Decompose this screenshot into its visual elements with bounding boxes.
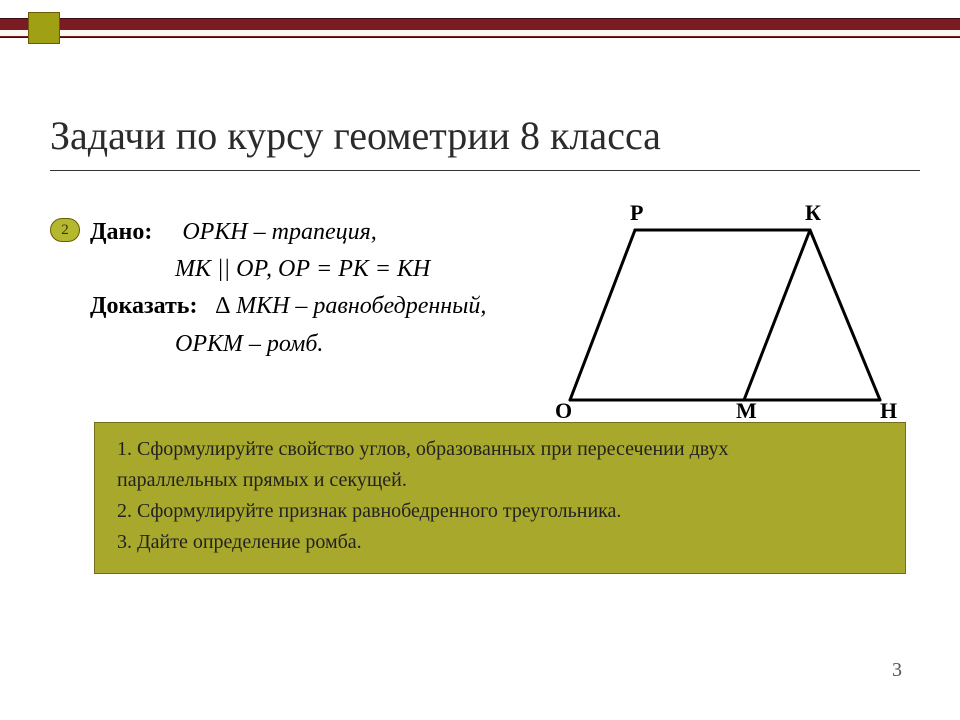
trapezoid-diagram: Р К О М Н	[540, 200, 920, 420]
prove-line2: ОРКМ – ромб.	[175, 331, 323, 357]
given-line2: МК || ОР, ОР = РК = КН	[175, 256, 430, 282]
problem-number-badge: 2	[50, 218, 80, 242]
page-number: 3	[892, 659, 902, 682]
question-1: 1. Сформулируйте свойство углов, образов…	[117, 435, 889, 464]
question-1-cont: параллельных прямых и секущей.	[117, 466, 889, 495]
svg-text:М: М	[736, 398, 757, 420]
svg-text:О: О	[555, 398, 572, 420]
prove-line1: ∆ МКН – равнобедренный,	[215, 293, 486, 319]
svg-text:Р: Р	[630, 200, 643, 225]
given-line1: ОРКН – трапеция,	[182, 219, 376, 245]
questions-box: 1. Сформулируйте свойство углов, образов…	[94, 422, 906, 574]
question-3: 3. Дайте определение ромба.	[117, 528, 889, 557]
svg-text:К: К	[805, 200, 821, 225]
label-given: Дано:	[90, 219, 152, 245]
diagram-svg: Р К О М Н	[540, 200, 920, 420]
header-square	[28, 12, 60, 44]
page-title: Задачи по курсу геометрии 8 класса	[50, 112, 661, 159]
problem-statement: Дано: ОРКН – трапеция, МК || ОР, ОР = РК…	[90, 214, 550, 363]
svg-text:Н: Н	[880, 398, 897, 420]
header-bar-inner	[0, 30, 960, 36]
problem-number: 2	[61, 222, 69, 239]
label-prove: Доказать:	[90, 293, 197, 319]
title-underline	[50, 170, 920, 171]
question-2: 2. Сформулируйте признак равнобедренного…	[117, 497, 889, 526]
